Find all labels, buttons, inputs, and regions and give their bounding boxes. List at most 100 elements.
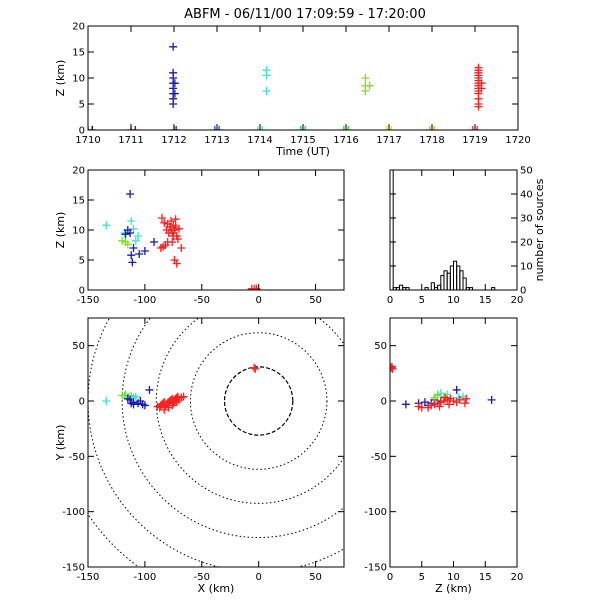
y-tick-label: 15 (72, 48, 85, 59)
source-point (262, 71, 271, 80)
plot-frame (389, 317, 518, 568)
source-point (175, 224, 184, 233)
y-tick-label: 0 (79, 397, 85, 408)
panel-xz-plan: -150 -100 -50 0 50 0 5 10 15 20 Z (km) (54, 166, 345, 306)
source-point (253, 126, 262, 130)
source-point (88, 126, 97, 130)
x-tick-label: 0 (255, 572, 261, 583)
source-point (296, 126, 305, 130)
source-point (128, 258, 137, 267)
x-tick-label: 1713 (204, 135, 229, 146)
source-point (126, 229, 135, 237)
source-point (414, 402, 423, 411)
y-axis-label: Z (km) (54, 60, 67, 97)
source-point (172, 259, 181, 268)
source-point (145, 385, 154, 394)
y-tick-label: 15 (72, 196, 85, 207)
source-point (365, 81, 374, 90)
data-points (102, 363, 260, 414)
source-point (215, 126, 224, 130)
x-tick-label: 1719 (462, 135, 487, 146)
source-point (487, 395, 496, 404)
y-tick-label: 30 (520, 214, 533, 225)
source-point (118, 391, 127, 400)
source-point (127, 217, 136, 225)
panels: 1710 1711 1712 1713 1714 1715 1716 1717 1718 1719… (54, 22, 546, 596)
source-point (258, 126, 267, 130)
x-tick-label: 0 (387, 572, 393, 583)
source-point (169, 100, 178, 108)
x-tick-label: 1711 (118, 135, 143, 146)
histogram-bar (405, 287, 410, 290)
x-tick-label: 10 (447, 572, 460, 583)
x-tick-label: 15 (479, 572, 492, 583)
y-tick-label: -150 (364, 563, 387, 574)
source-point (452, 385, 461, 394)
x-tick-label: 1710 (75, 135, 100, 146)
source-point (425, 126, 434, 130)
range-rings (88, 318, 344, 567)
source-point (210, 126, 219, 130)
source-point (131, 126, 140, 130)
source-point (460, 399, 469, 408)
source-point (177, 244, 186, 252)
source-point (127, 251, 136, 260)
source-point (140, 247, 149, 255)
x-tick-label: -50 (194, 572, 210, 583)
source-point (140, 401, 149, 410)
source-point (134, 232, 143, 240)
histogram-bar (468, 287, 474, 290)
histogram-bar (462, 277, 467, 290)
source-point (430, 126, 439, 130)
range-ring (88, 513, 140, 567)
range-ring (223, 366, 294, 436)
panel-zy-plan: 0 5 10 15 20 -150 -100 -50 0 50 Z (km) (364, 317, 523, 595)
y-tick-label: -50 (371, 452, 387, 463)
source-point (462, 394, 471, 403)
plot-frame (87, 317, 345, 568)
source-point (179, 392, 188, 401)
y-tick-label: 5 (79, 256, 85, 267)
x-tick-label: 20 (511, 295, 524, 306)
figure-title: ABFM - 06/11/00 17:09:59 - 17:20:00 (184, 7, 426, 22)
source-point (171, 215, 180, 224)
x-tick-label: 50 (309, 295, 322, 306)
y-tick-label: 50 (72, 341, 85, 352)
source-point (339, 126, 348, 130)
source-point (172, 398, 181, 407)
histogram-bar (424, 287, 429, 290)
x-tick-label: 50 (309, 572, 322, 583)
source-point (156, 244, 165, 252)
source-point (361, 87, 370, 95)
x-tick-label: -150 (77, 295, 100, 306)
source-point (102, 397, 111, 405)
y-tick-label: 20 (72, 22, 85, 33)
source-point (172, 126, 181, 130)
x-tick-label: -50 (194, 295, 210, 306)
x-tick-label: 5 (419, 572, 425, 583)
x-tick-label: -100 (134, 295, 157, 306)
x-tick-label: 1717 (376, 135, 401, 146)
source-point (131, 392, 140, 401)
data-points (88, 42, 486, 130)
source-point (251, 364, 260, 373)
source-point (135, 250, 144, 258)
y-tick-label: -150 (62, 563, 85, 574)
x-tick-label: -100 (134, 572, 157, 583)
x-tick-label: 0 (255, 295, 261, 306)
source-point (170, 89, 179, 98)
source-point (126, 190, 135, 198)
source-point (173, 235, 182, 243)
source-point (473, 126, 482, 130)
x-tick-label: 1716 (333, 135, 358, 146)
source-point (250, 363, 259, 372)
y-tick-label: 0 (520, 286, 526, 297)
panel-time-height: 1710 1711 1712 1713 1714 1715 1716 1717 1718 1719… (54, 22, 531, 159)
source-point (129, 224, 138, 233)
source-point (129, 244, 138, 252)
source-point (401, 400, 410, 409)
x-tick-label: 15 (479, 295, 492, 306)
source-point (361, 74, 370, 82)
source-point (169, 42, 178, 51)
